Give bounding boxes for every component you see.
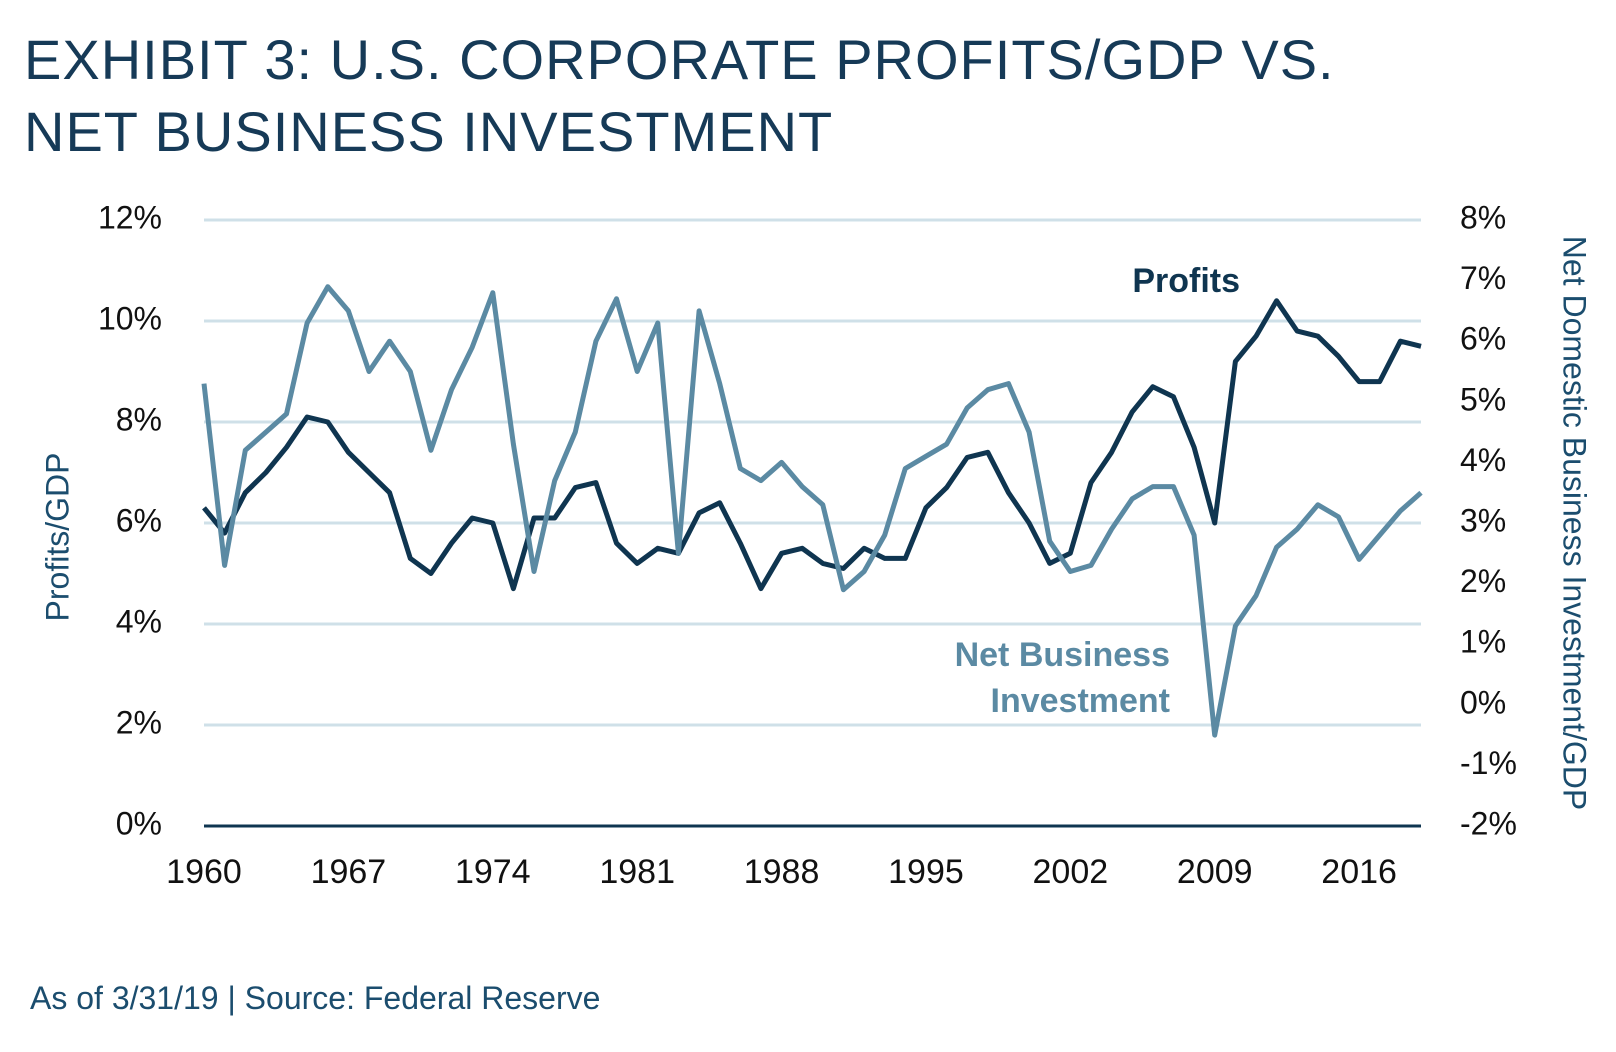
source-note: As of 3/31/19 | Source: Federal Reserve bbox=[30, 980, 601, 1016]
y2-tick-label: 5% bbox=[1460, 381, 1506, 417]
x-tick-label: 1995 bbox=[888, 853, 964, 891]
x-tick-label: 2002 bbox=[1033, 853, 1109, 891]
y2-tick-label: 4% bbox=[1460, 442, 1506, 478]
y2-tick-label: -2% bbox=[1460, 805, 1517, 841]
data-line bbox=[201, 284, 1423, 738]
chart-title: EXHIBIT 3: U.S. CORPORATE PROFITS/GDP VS… bbox=[24, 28, 1335, 163]
y2-tick-label: 2% bbox=[1460, 563, 1506, 599]
x-tick-label: 1967 bbox=[311, 853, 387, 891]
y2-axis-title: Net Domestic Business Investment/GDP bbox=[1557, 236, 1593, 810]
y2-tick-label: 8% bbox=[1460, 199, 1506, 235]
x-tick-label: 1974 bbox=[455, 853, 531, 891]
x-tick-label: 2009 bbox=[1177, 853, 1253, 891]
series-label: Net Business Investment bbox=[954, 636, 1170, 720]
y2-tick-label: 6% bbox=[1460, 321, 1506, 357]
y2-tick-label: 7% bbox=[1460, 260, 1506, 296]
series-label: Profits bbox=[1132, 262, 1240, 300]
y-tick-label: 0% bbox=[116, 805, 162, 841]
y-tick-label: 4% bbox=[116, 603, 162, 639]
data-line bbox=[202, 298, 1422, 592]
x-tick-label: 1960 bbox=[166, 853, 242, 891]
chart: Profits/GDP Net Domestic Business Invest… bbox=[39, 199, 1593, 891]
y2-tick-label: 3% bbox=[1460, 502, 1506, 538]
y-tick-label: 2% bbox=[116, 704, 162, 740]
y-tick-label: 10% bbox=[98, 300, 162, 336]
y2-tick-label: 0% bbox=[1460, 684, 1506, 720]
y2-tick-label: 1% bbox=[1460, 624, 1506, 660]
y-tick-label: 6% bbox=[116, 502, 162, 538]
x-tick-label: 2016 bbox=[1321, 853, 1397, 891]
y-tick-label: 12% bbox=[98, 199, 162, 235]
x-tick-label: 1988 bbox=[744, 853, 820, 891]
y-tick-label: 8% bbox=[116, 401, 162, 437]
y-axis-title: Profits/GDP bbox=[39, 453, 75, 622]
y2-tick-label: -1% bbox=[1460, 745, 1517, 781]
x-tick-label: 1981 bbox=[599, 853, 675, 891]
